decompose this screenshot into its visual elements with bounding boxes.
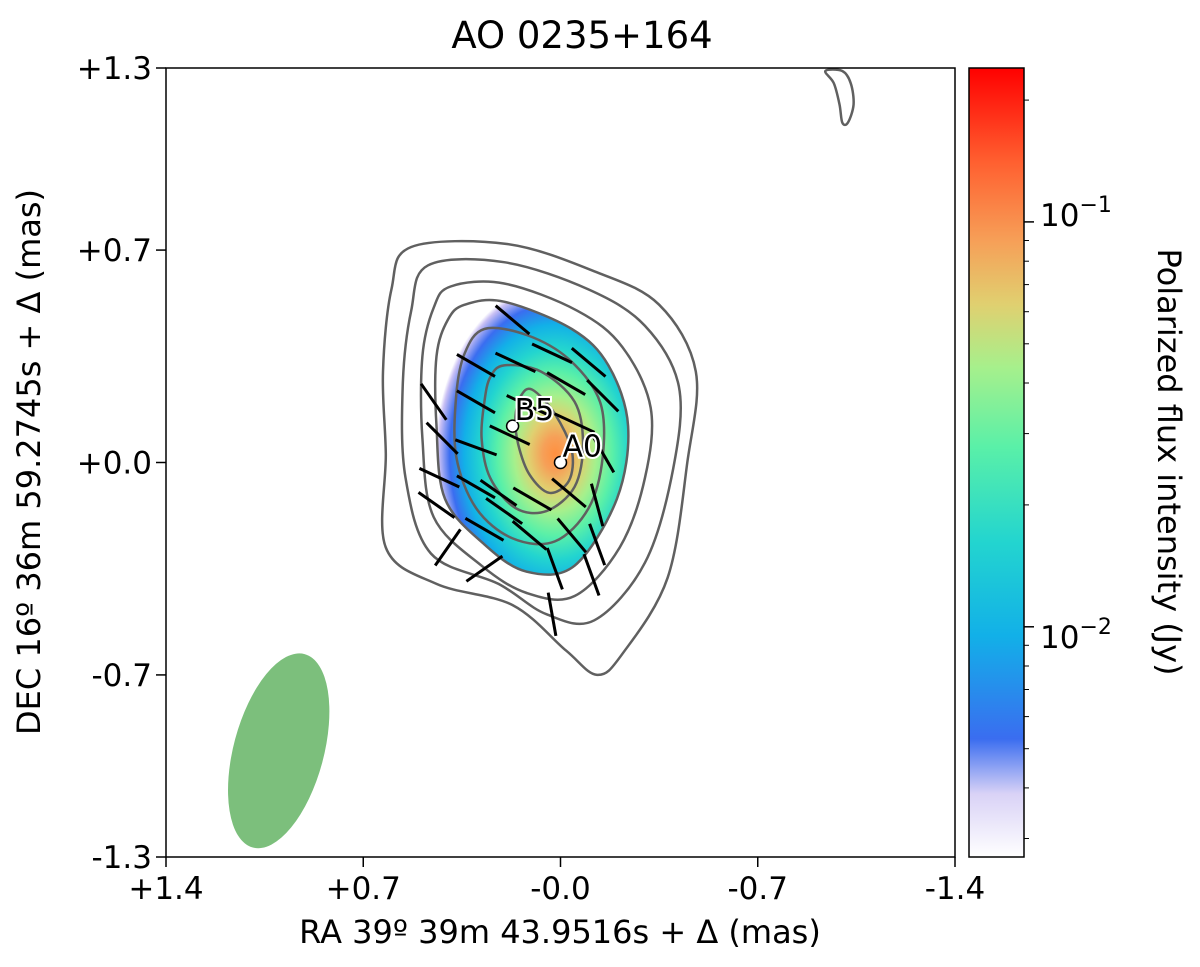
colorbar-frame — [968, 67, 1025, 858]
component-label-B5: B5 — [515, 393, 555, 428]
contour-level-6-5 — [480, 363, 585, 515]
evpa-vector — [456, 389, 496, 415]
colorbar-gradient — [969, 68, 1024, 857]
evpa-vector — [456, 474, 496, 500]
x-axis-label: RA 39º 39m 43.9516s + Δ (mas) — [299, 913, 821, 951]
x-axis: +1.4 +0.7 -0.0 -0.7 -1.4 — [128, 857, 985, 907]
evpa-vector — [589, 483, 605, 527]
evpa-vector — [546, 592, 558, 637]
component-marker-A0 — [553, 455, 568, 470]
evpa-vector — [433, 528, 462, 567]
component-label-A0: A0 — [563, 430, 603, 465]
evpa-vector — [551, 477, 587, 509]
evpa-vector — [485, 497, 524, 525]
y-axis-label: DEC 16º 36m 59.2745s + Δ (mas) — [10, 189, 48, 735]
evpa-vector — [511, 520, 548, 551]
evpa-vector — [494, 351, 537, 374]
beam-ellipse — [228, 653, 330, 849]
y-tick-label: +1.3 — [77, 51, 152, 87]
evpa-vector — [425, 421, 459, 455]
evpa-vector — [531, 342, 573, 364]
y-tick-label: -0.7 — [92, 658, 153, 694]
evpa-vectors — [417, 304, 620, 637]
contour-level-1-7 — [824, 68, 855, 127]
evpa-vector — [556, 517, 588, 554]
evpa-vector — [418, 467, 460, 489]
evpa-vector — [465, 554, 504, 583]
evpa-vector — [454, 438, 498, 457]
evpa-vector — [494, 304, 531, 336]
chart-title: AO 0235+164 — [451, 14, 712, 57]
evpa-vector — [464, 517, 505, 542]
contour-level-1-0 — [380, 239, 699, 677]
y-tick-label: +0.0 — [77, 446, 152, 482]
colorbar-tick-label-0.1: 10−1 — [1040, 193, 1112, 234]
colorbar-tick-label-0.01: 10−2 — [1040, 615, 1112, 656]
evpa-vector — [479, 478, 518, 507]
y-tick-label: +0.7 — [77, 233, 152, 269]
evpa-vector — [588, 523, 607, 566]
evpa-vector — [512, 486, 553, 512]
evpa-vector — [582, 553, 601, 597]
contour-level-7-6 — [514, 387, 575, 495]
evpa-vector — [590, 433, 616, 474]
y-tick-label: -1.3 — [92, 840, 153, 876]
y-axis: +1.3 +0.7 +0.0 -0.7 -1.3 — [77, 51, 166, 876]
evpa-vector — [570, 347, 607, 378]
x-tick-label: -1.4 — [925, 871, 986, 907]
component-marker-B5 — [505, 419, 520, 433]
evpa-vector — [419, 382, 448, 421]
contour-level-2-1 — [400, 257, 683, 626]
x-tick-label: +1.4 — [128, 871, 203, 907]
colorbar-ticks — [1024, 99, 1034, 839]
beam-ellipse-shape — [228, 653, 330, 849]
evpa-vector — [546, 371, 586, 396]
evpa-vector — [506, 394, 548, 416]
contour-level-5-4 — [453, 326, 606, 546]
x-tick-label: -0.0 — [530, 871, 591, 907]
evpa-vector — [489, 424, 531, 446]
colorbar: 10−1 10−2 Polarized flux intensity (Jy) — [968, 67, 1188, 858]
x-tick-label: +0.7 — [326, 871, 401, 907]
evpa-vector — [456, 353, 496, 378]
evpa-vector — [586, 379, 620, 413]
contour-level-3-2 — [419, 280, 654, 601]
evpa-vector — [554, 412, 596, 434]
evpa-vector — [545, 547, 564, 590]
x-tick-label: -0.7 — [728, 871, 789, 907]
colorbar-label: Polarized flux intensity (Jy) — [1150, 248, 1188, 675]
evpa-vector — [417, 491, 456, 519]
